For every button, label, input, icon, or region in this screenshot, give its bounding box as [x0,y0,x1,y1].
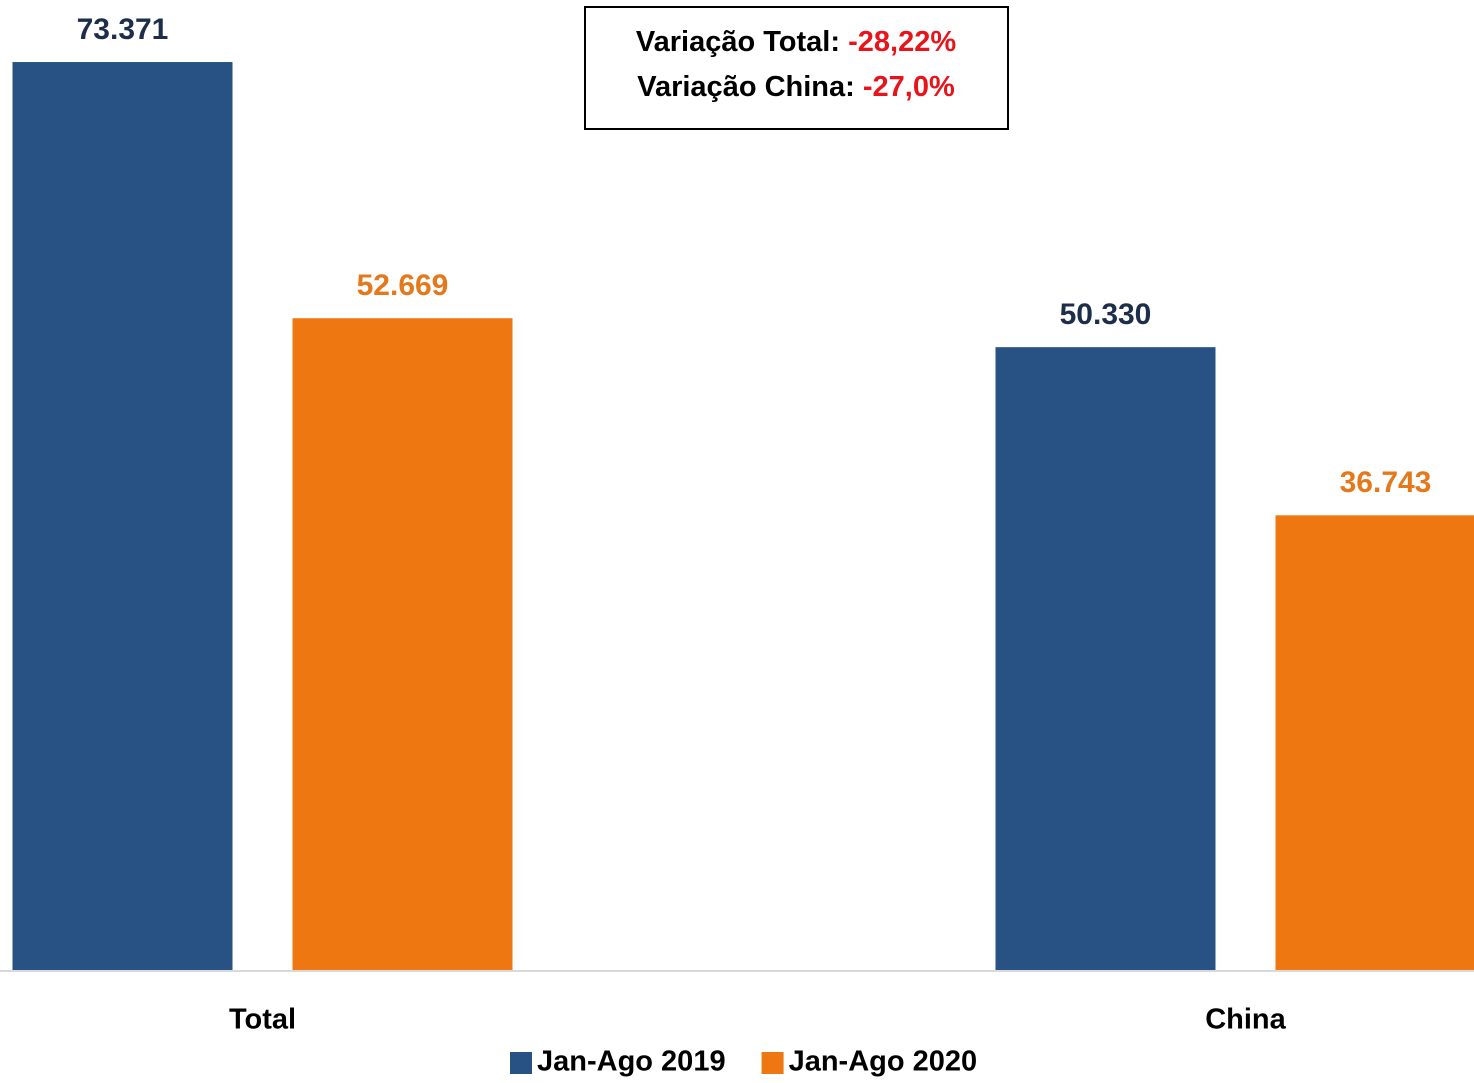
legend-swatch [761,1052,784,1074]
data-label: 73.371 [77,13,169,46]
data-label: 52.669 [357,269,449,302]
annotation-value: -27,0% [863,71,955,103]
annotation-box [584,6,1009,130]
bar [1275,515,1474,970]
annotation: Variação Total: -28,22% [636,26,956,58]
legend-label: Jan-Ago 2019 [537,1046,726,1078]
annotation-label: Variação Total: [636,26,840,58]
x-tick-label: China [1205,1004,1286,1036]
legend-swatch [510,1052,532,1074]
bar [292,318,513,970]
x-tick-label: Total [229,1004,296,1036]
annotation-value: -28,22% [848,26,956,58]
annotation-label: Variação China: [637,71,855,103]
data-label: 50.330 [1060,298,1152,331]
annotation: Variação China: -27,0% [637,71,955,103]
bar [995,347,1216,970]
bar [12,62,233,970]
data-label: 36.743 [1340,466,1432,499]
legend-label: Jan-Ago 2020 [789,1046,978,1078]
